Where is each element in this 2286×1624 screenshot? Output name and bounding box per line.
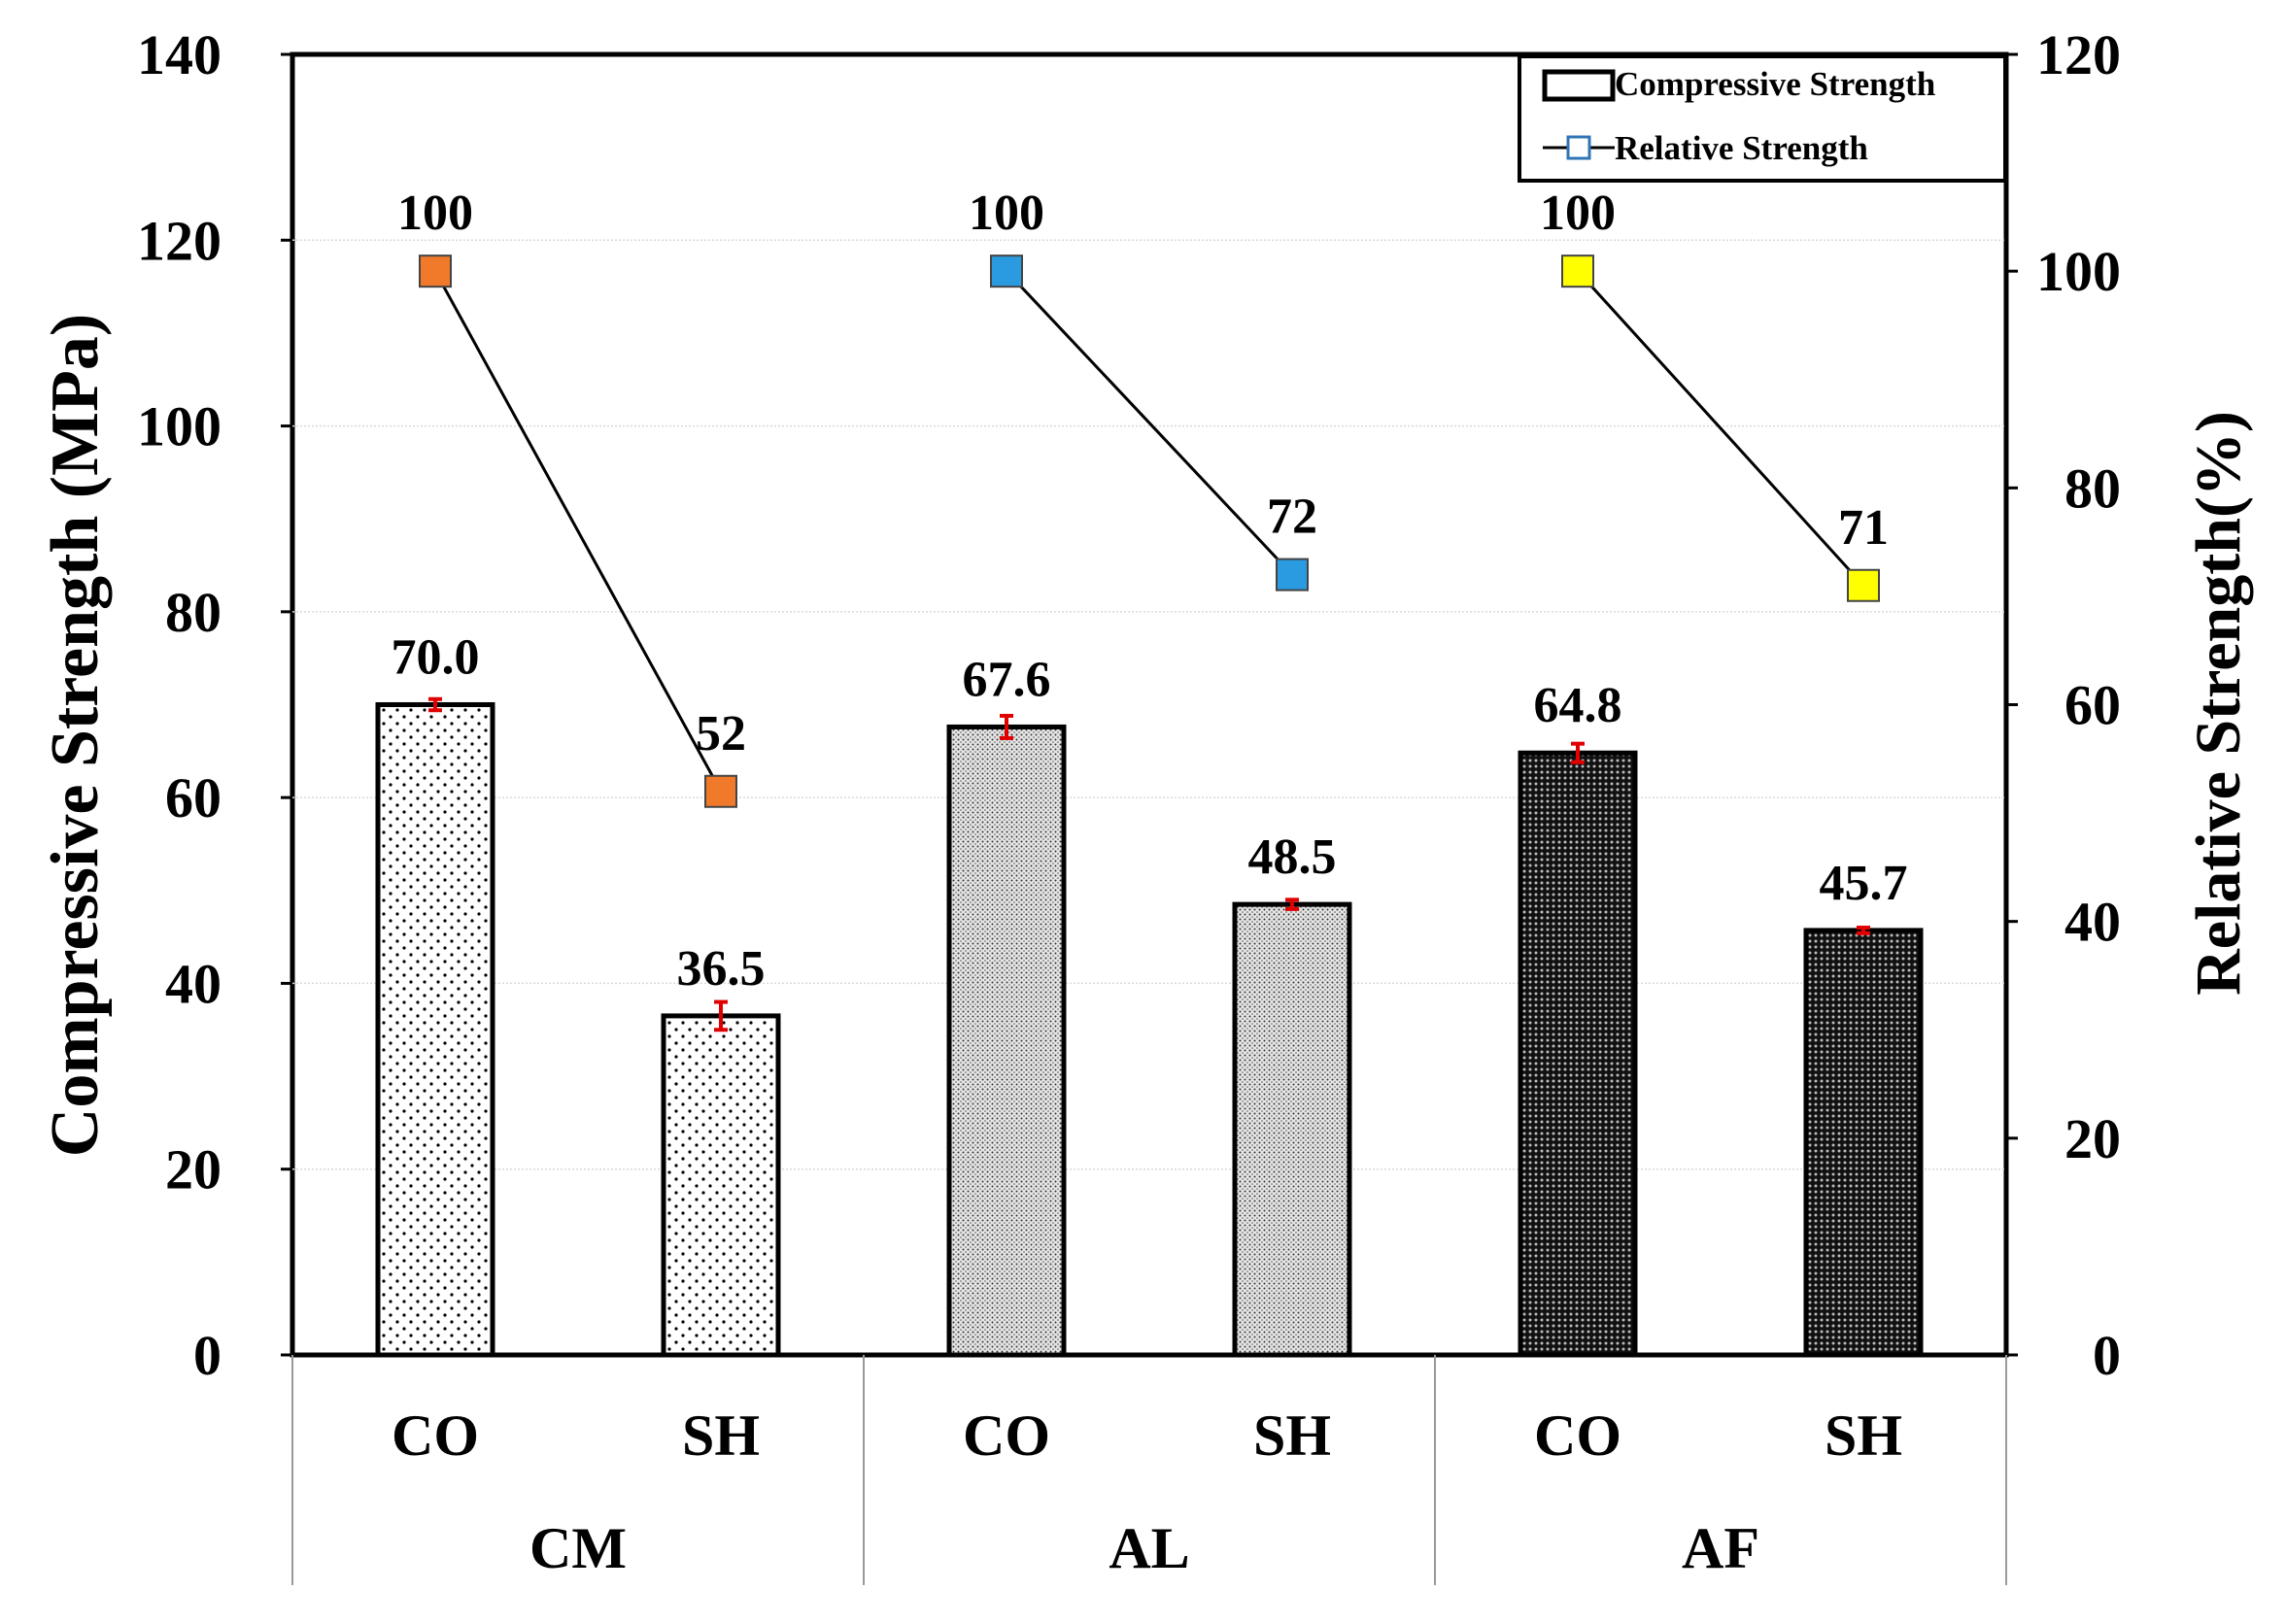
bar-sh-cm: [661, 1013, 781, 1358]
bar-sh-al: [1232, 901, 1352, 1358]
error-bars: [428, 696, 1870, 1032]
category-label: CO: [963, 1404, 1050, 1468]
category-label: SH: [1825, 1404, 1902, 1468]
relative-strength-marker: [1847, 568, 1880, 602]
bar-value-label: 48.5: [1248, 829, 1337, 885]
y2-tick-label: 100: [2036, 240, 2121, 303]
relative-strength-label: 52: [696, 706, 746, 761]
legend-label-compressive: Compressive Strength: [1615, 65, 1935, 103]
relative-strength-label: 71: [1838, 500, 1889, 556]
y-tick-label: 0: [193, 1324, 222, 1387]
bar-value-label: 67.6: [963, 652, 1051, 707]
group-label: CM: [529, 1516, 627, 1580]
y-tick-label: 100: [137, 395, 222, 458]
category-label: SH: [1253, 1404, 1331, 1468]
y-tick-label: 140: [137, 23, 222, 86]
relative-strength-line-al: [1005, 270, 1294, 576]
relative-strength-lines: [433, 270, 1865, 793]
relative-strength-markers: [419, 254, 1880, 808]
bar-co-af: [1518, 750, 1638, 1358]
relative-strength-marker: [1561, 254, 1594, 288]
relative-strength-marker: [990, 254, 1023, 288]
category-label: CO: [392, 1404, 479, 1468]
y-tick-label: 40: [165, 952, 222, 1015]
bar-value-label: 45.7: [1820, 856, 1908, 911]
y2-tick-label: 80: [2064, 457, 2121, 520]
relative-strength-marker: [1276, 558, 1309, 592]
bar-co-cm: [375, 702, 495, 1358]
y2-tick-label: 0: [2093, 1324, 2121, 1387]
relative-strength-label: 72: [1267, 490, 1317, 545]
legend-label-relative: Relative Strength: [1615, 129, 1868, 167]
bar-value-labels: 70.0 36.5 67.6 48.5 64.8 45.7: [392, 630, 1908, 997]
legend: Compressive Strength Relative Strength: [1518, 54, 2007, 183]
category-axis: CO SH CO SH CO SH CM AL AF: [291, 1355, 2007, 1585]
y-tick-label: 80: [165, 581, 222, 644]
relative-strength-labels: 100 52 100 72 100 71: [397, 186, 1889, 761]
relative-strength-line-af: [1576, 270, 1865, 587]
relative-strength-label: 100: [397, 186, 473, 241]
y-axis-ticks: 0 20 40 60 80 100 120 140: [137, 23, 292, 1387]
plot-frame: [290, 51, 2009, 1358]
y2-tick-label: 120: [2036, 23, 2121, 86]
y2-axis-title: Relative Strength(%): [2183, 411, 2254, 996]
group-label: AF: [1682, 1516, 1759, 1580]
bar-sh-af: [1803, 928, 1924, 1358]
bar-value-label: 36.5: [677, 941, 766, 997]
bar-value-label: 64.8: [1534, 678, 1622, 733]
y-axis-title: Compressive Strength (MPa): [38, 314, 113, 1157]
legend-box: [1518, 54, 2007, 183]
group-label: AL: [1109, 1516, 1189, 1580]
relative-strength-line-cm: [433, 270, 723, 793]
y2-tick-label: 60: [2064, 674, 2121, 737]
y2-axis-ticks: 0 20 40 60 80 100 120: [2006, 23, 2121, 1387]
category-label: SH: [682, 1404, 760, 1468]
bars: [375, 702, 1924, 1358]
relative-strength-label: 100: [1540, 186, 1616, 241]
relative-strength-marker: [704, 774, 737, 808]
y2-tick-label: 20: [2064, 1107, 2121, 1170]
legend-marker-relative: [1566, 135, 1591, 160]
y-tick-label: 20: [165, 1138, 222, 1201]
category-label: CO: [1534, 1404, 1621, 1468]
relative-strength-marker: [419, 254, 452, 288]
gridlines: [292, 239, 2006, 1170]
y-tick-label: 60: [165, 766, 222, 829]
bar-co-al: [946, 724, 1067, 1358]
relative-strength-label: 100: [969, 186, 1044, 241]
y-tick-label: 120: [137, 209, 222, 272]
bar-value-label: 70.0: [392, 630, 480, 686]
legend-swatch-compressive: [1542, 69, 1616, 102]
y2-tick-label: 40: [2064, 891, 2121, 954]
